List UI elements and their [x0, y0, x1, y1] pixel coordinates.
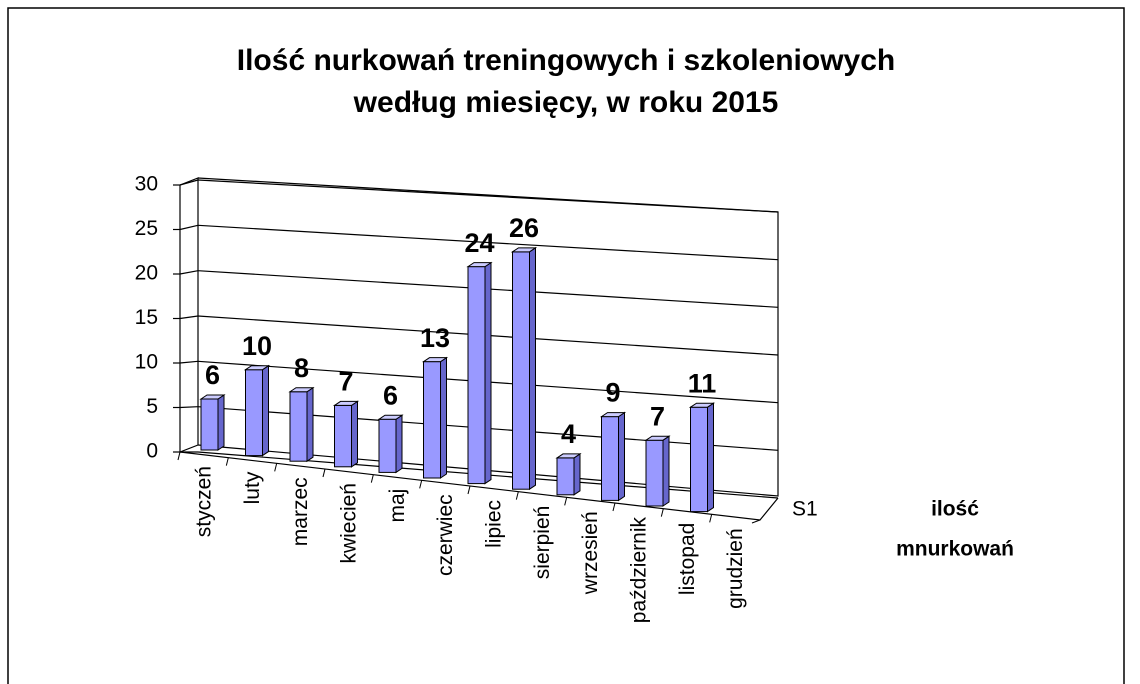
- value-label: 10: [242, 331, 272, 361]
- bar-top: [688, 402, 716, 408]
- bar-side: [262, 364, 269, 457]
- x-tick-label: czerwiec: [434, 494, 457, 576]
- value-label: 6: [205, 360, 220, 390]
- x-tick: [225, 457, 229, 466]
- frame: [7, 7, 1125, 684]
- bar: [423, 361, 441, 479]
- bar-top: [466, 262, 493, 268]
- series-label: S1: [792, 498, 818, 521]
- bar-top: [243, 365, 271, 371]
- bar-top: [644, 435, 671, 441]
- grid-line: [197, 224, 779, 261]
- bar-top: [421, 357, 449, 363]
- grid-line: [179, 315, 199, 320]
- x-tick-label: listopad: [676, 523, 699, 595]
- bar-top: [332, 400, 360, 406]
- value-label: 11: [688, 368, 717, 398]
- bar-top: [510, 247, 538, 253]
- x-tick-label: październik: [628, 517, 651, 624]
- x-tick: [419, 480, 423, 489]
- grid-line: [197, 179, 779, 213]
- x-tick: [467, 485, 471, 495]
- bar-side: [395, 414, 403, 474]
- bar-top: [599, 412, 627, 418]
- bar: [378, 418, 397, 473]
- x-tick: [322, 468, 326, 478]
- x-tick: [564, 497, 568, 506]
- bar: [289, 391, 308, 462]
- y-tick-label: 15: [135, 306, 158, 329]
- x-tick-label: marzec: [289, 477, 312, 546]
- x-tick: [709, 514, 713, 523]
- bar-side: [484, 261, 492, 485]
- grid-line: [179, 179, 199, 186]
- value-label: 26: [509, 213, 539, 243]
- bar-side: [306, 386, 314, 463]
- y-tick-label: 30: [135, 173, 158, 196]
- grid-line: [179, 224, 199, 231]
- x-tick-label: kwiecień: [338, 483, 361, 564]
- value-label: 4: [561, 419, 576, 449]
- legend-title: ilość: [931, 498, 979, 521]
- value-label: 7: [338, 367, 353, 397]
- grid-line: [179, 360, 199, 364]
- chart-title: według miesięcy, w roku 2015: [353, 86, 779, 119]
- bar: [556, 457, 575, 496]
- x-tick-label: sierpień: [531, 506, 554, 580]
- bar-side: [662, 435, 670, 507]
- y-tick-label: 25: [135, 217, 158, 240]
- bar-side: [618, 411, 625, 502]
- y-tick-label: 20: [135, 262, 158, 285]
- bar-top: [199, 394, 226, 400]
- bar-side: [440, 356, 447, 479]
- value-label: 9: [605, 378, 620, 408]
- x-tick: [515, 491, 519, 500]
- z-tick: [751, 519, 761, 524]
- bar-side: [707, 402, 714, 513]
- bar: [200, 398, 219, 451]
- x-tick-label: luty: [241, 471, 264, 504]
- bar: [467, 266, 486, 485]
- x-tick-label: grudzień: [724, 528, 747, 609]
- chart-title: Ilość nurkowań treningowych i szkoleniow…: [237, 44, 895, 77]
- x-tick-label: wrzesień: [579, 511, 602, 595]
- x-tick: [612, 502, 616, 512]
- bar-top: [377, 414, 404, 420]
- grid-line: [179, 406, 199, 409]
- x-tick: [370, 474, 374, 483]
- x-tick: [177, 451, 181, 461]
- bar: [601, 416, 619, 501]
- grid-line: [179, 270, 199, 275]
- x-tick-label: maj: [386, 489, 409, 523]
- bar: [334, 404, 352, 468]
- bar: [690, 406, 708, 513]
- legend-title: mnurkowań: [896, 538, 1014, 561]
- y-tick-label: 0: [146, 440, 158, 463]
- bar-side: [529, 246, 536, 491]
- bar: [245, 369, 263, 457]
- bar: [645, 439, 664, 507]
- value-label: 8: [294, 353, 309, 383]
- bar-top: [555, 453, 582, 459]
- value-label: 13: [420, 323, 450, 353]
- bar-side: [217, 394, 225, 451]
- value-label: 24: [464, 228, 494, 258]
- value-label: 7: [650, 401, 665, 431]
- value-label: 6: [383, 380, 398, 410]
- x-tick: [660, 508, 664, 517]
- bar-side: [351, 400, 358, 468]
- y-tick-label: 10: [135, 351, 158, 374]
- y-tick-label: 5: [146, 395, 158, 418]
- x-tick-label: lipiec: [483, 500, 506, 548]
- bar-top: [288, 387, 315, 393]
- bar: [512, 251, 530, 490]
- x-tick: [274, 463, 278, 472]
- bar-side: [573, 452, 581, 496]
- x-tick-label: styczeń: [193, 466, 216, 537]
